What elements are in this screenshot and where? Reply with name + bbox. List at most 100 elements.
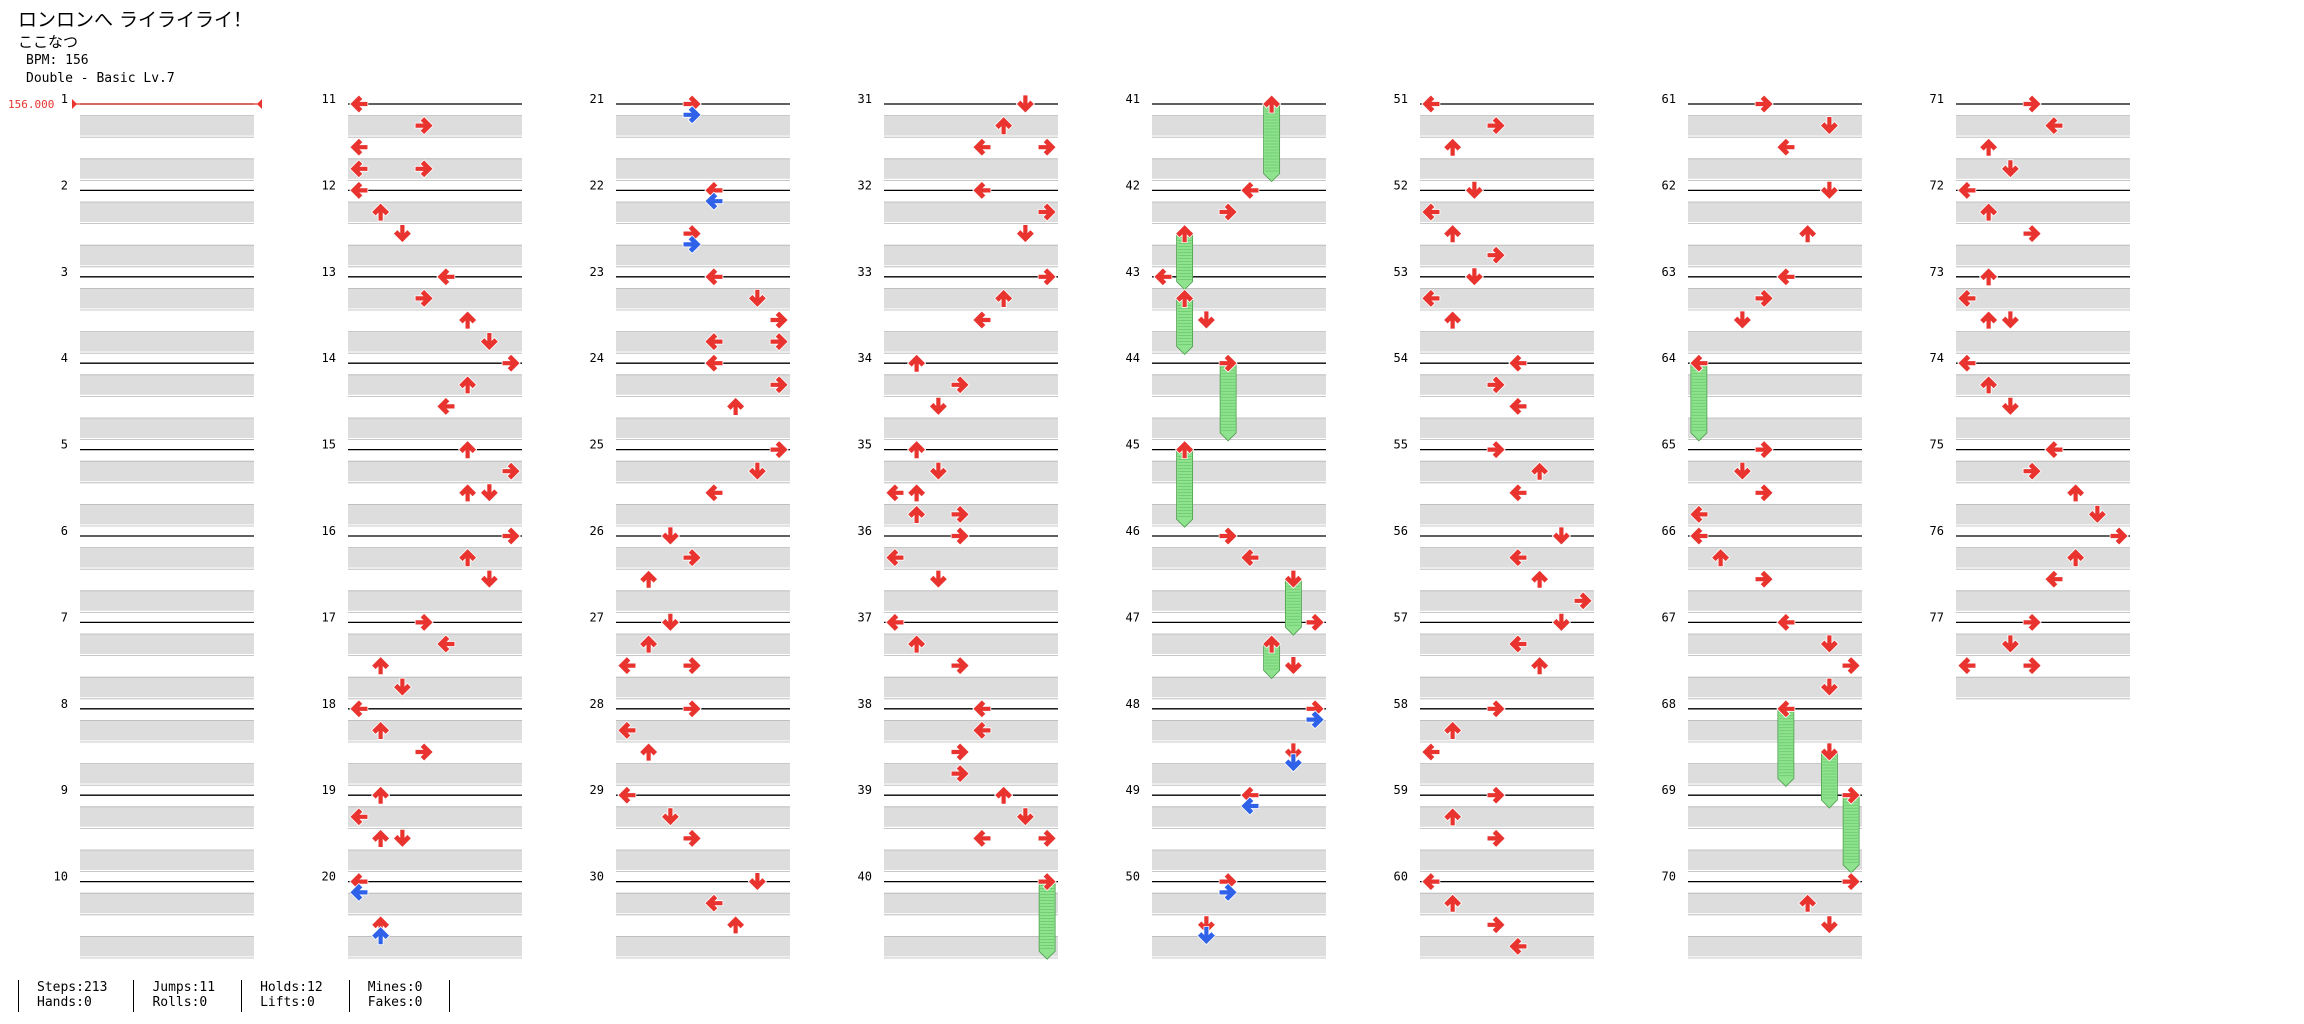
down-arrow-icon [907, 634, 927, 654]
arrow-shape [1486, 699, 1506, 719]
down-arrow-icon [726, 396, 746, 416]
beat-stripe [1420, 158, 1594, 179]
measure-number: 61 [1662, 92, 1676, 106]
arrow-shape [1196, 310, 1216, 330]
stats-group-jumps: Jumps:11 Rolls:0 [133, 980, 241, 1012]
fakes-count: Fakes:0 [367, 995, 423, 1010]
arrow-shape [349, 180, 369, 200]
arrow-shape [950, 742, 970, 762]
beat-stripe [80, 850, 254, 870]
right-arrow-icon [414, 159, 434, 179]
left-arrow-icon [972, 310, 992, 330]
measure-block: 16 [322, 524, 522, 613]
left-arrow-icon [1240, 548, 1260, 568]
hold-body [1777, 708, 1795, 787]
left-arrow-icon [1508, 353, 1528, 373]
beat-stripe [1420, 245, 1594, 266]
hold-body [1842, 794, 1860, 874]
arrow-shape [907, 634, 927, 654]
measure-number: 11 [322, 92, 336, 106]
left-arrow-icon [349, 882, 369, 902]
right-arrow-icon [414, 742, 434, 762]
measure-number: 63 [1662, 265, 1676, 279]
up-arrow-icon [928, 569, 948, 589]
measure-block: 33 [858, 265, 1058, 354]
measure-block: 29 [590, 783, 790, 872]
measure-number: 62 [1662, 178, 1676, 192]
arrow-shape [1979, 267, 1999, 287]
measure-block: 44 [1126, 351, 1326, 441]
beat-stripe [348, 806, 522, 827]
up-arrow-icon [1015, 94, 1035, 114]
right-arrow-icon [1754, 569, 1774, 589]
measure-number: 41 [1126, 92, 1140, 106]
down-arrow-icon [458, 483, 478, 503]
measure-number: 70 [1662, 870, 1676, 884]
arrow-shape [1689, 504, 1709, 524]
right-arrow-icon [1486, 116, 1506, 136]
up-arrow-icon [479, 332, 499, 352]
beat-stripe [348, 590, 522, 611]
measure-block: 73 [1930, 265, 2130, 354]
arrow-shape [2066, 483, 2086, 503]
beat-stripe [884, 374, 1058, 395]
hold-note [1690, 362, 1708, 442]
arrow-shape [1957, 656, 1977, 676]
left-arrow-icon [1508, 936, 1528, 956]
down-arrow-icon [1979, 267, 1999, 287]
arrow-shape [436, 396, 456, 416]
down-arrow-icon [371, 202, 391, 222]
arrow-shape [1262, 634, 1282, 654]
measure-block: 11 [322, 92, 522, 181]
arrow-shape [501, 526, 521, 546]
down-arrow-icon [458, 375, 478, 395]
measure-number: 42 [1126, 178, 1140, 192]
arrow-shape [371, 656, 391, 675]
arrow-shape [928, 569, 948, 589]
hold-body [1176, 449, 1194, 528]
measure-number: 26 [590, 524, 604, 538]
left-arrow-icon [1689, 504, 1709, 524]
arrow-shape [769, 440, 789, 460]
beat-stripe [348, 115, 522, 136]
arrow-shape [1486, 245, 1506, 265]
arrow-shape [349, 137, 369, 157]
stats-group-mines: Mines:0 Fakes:0 [348, 980, 449, 1012]
arrow-shape [617, 656, 637, 676]
measure-block: 45 [1126, 438, 1326, 527]
measure-block: 70 [1662, 870, 1862, 959]
hold-body [1219, 362, 1237, 442]
left-arrow-icon [972, 180, 992, 200]
arrow-shape [1443, 137, 1463, 157]
measure-number: 72 [1930, 178, 1944, 192]
right-arrow-icon [682, 828, 702, 848]
arrow-shape [479, 332, 499, 352]
measure-number: 1 [61, 92, 68, 106]
right-arrow-icon [1037, 137, 1057, 157]
arrow-shape [1711, 548, 1731, 567]
beat-stripe [348, 720, 522, 741]
measure-number: 22 [590, 178, 604, 192]
arrow-shape [1421, 742, 1441, 762]
left-arrow-icon [1240, 180, 1260, 200]
measure-number: 47 [1126, 610, 1140, 624]
down-arrow-icon [1175, 440, 1195, 460]
down-arrow-icon [1262, 634, 1282, 654]
measure-block: 67 [1662, 610, 1862, 700]
measure-number: 52 [1394, 178, 1408, 192]
measure-block: 21 [590, 92, 790, 181]
arrow-shape [1754, 569, 1774, 589]
right-arrow-icon [1573, 591, 1593, 611]
beat-stripe [1956, 115, 2130, 136]
beat-stripe [1420, 893, 1594, 914]
left-arrow-icon [704, 353, 724, 373]
beat-stripe [1956, 677, 2130, 698]
beat-stripe [616, 504, 790, 525]
arrow-shape [2044, 116, 2064, 136]
arrow-shape [349, 882, 369, 902]
beat-stripe [80, 590, 254, 611]
right-arrow-icon [1486, 699, 1506, 719]
measure-number: 37 [858, 610, 872, 624]
beat-stripe [884, 634, 1058, 654]
measure-block: 22 [590, 178, 790, 268]
